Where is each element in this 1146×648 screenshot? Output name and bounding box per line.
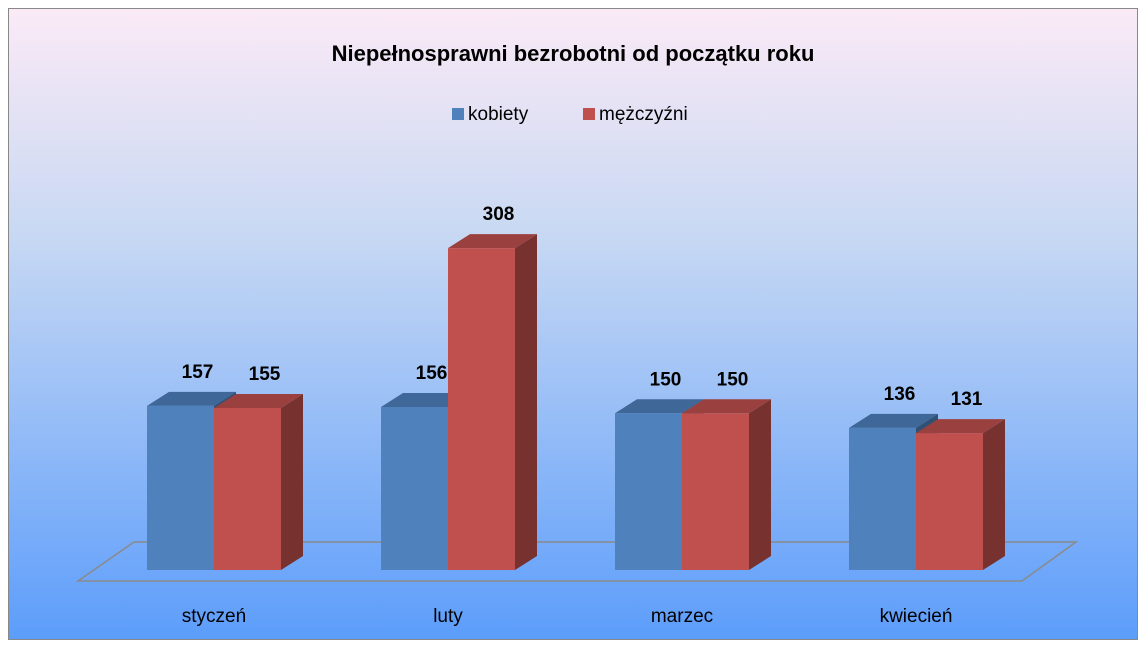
bar-top [381, 392, 470, 407]
x-tick-label: luty [433, 606, 463, 627]
value-label: 150 [717, 369, 749, 390]
bar-side [749, 399, 771, 570]
floor [75, 541, 1079, 582]
bar-top [147, 391, 236, 406]
bar [448, 248, 515, 570]
value-label: 156 [416, 363, 448, 384]
bar-side [515, 234, 537, 570]
bar-top [849, 413, 938, 428]
bar-top [214, 394, 303, 409]
bar-top [682, 399, 771, 414]
bar-top [615, 399, 704, 414]
legend-label: kobiety [468, 104, 529, 125]
x-tick-label: styczeń [182, 606, 246, 627]
chart-title: Niepełnosprawni bezrobotni od początku r… [332, 41, 815, 66]
value-label: 131 [951, 389, 983, 410]
value-label: 155 [249, 364, 281, 385]
x-tick-label: marzec [651, 606, 713, 627]
value-label: 150 [650, 369, 682, 390]
value-label: 136 [884, 384, 916, 405]
legend-swatch [583, 108, 595, 120]
bar-top [448, 234, 537, 249]
x-tick-label: kwiecień [880, 606, 953, 627]
bar [849, 427, 916, 570]
bar-side [281, 394, 303, 570]
bar [214, 408, 281, 570]
bar-top [916, 419, 1005, 434]
bar [682, 413, 749, 570]
value-label: 308 [483, 204, 515, 225]
legend-swatch [452, 108, 464, 120]
legend-label: mężczyźni [599, 104, 688, 125]
value-label: 157 [182, 362, 214, 383]
bar [147, 405, 214, 570]
bar [916, 433, 983, 570]
bar-side [983, 419, 1005, 570]
bar [381, 406, 448, 570]
bar [615, 413, 682, 570]
